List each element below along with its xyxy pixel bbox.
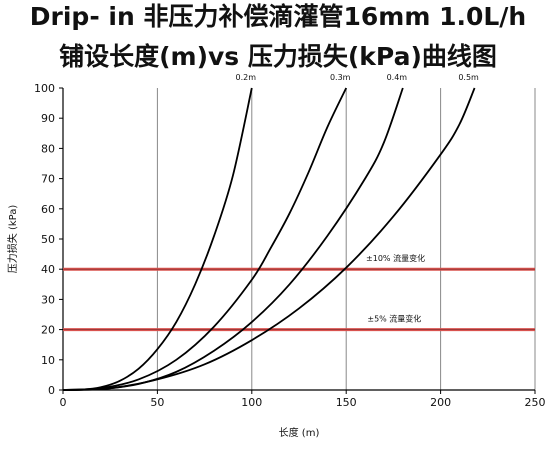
y-tick-label: 60	[41, 203, 55, 216]
y-tick-label: 0	[48, 384, 55, 397]
y-tick-label: 20	[41, 324, 55, 337]
chart-title-line1: Drip- in 非压力补偿滴灌管16mm 1.0L/h	[29, 2, 527, 31]
x-tick-label: 0	[60, 396, 67, 409]
y-tick-label: 100	[34, 82, 55, 95]
y-tick-label: 40	[41, 263, 55, 276]
series-label: 0.4m	[387, 73, 408, 82]
series-line	[62, 87, 476, 391]
series-line	[62, 87, 348, 391]
reference-label: ±10% 流量变化	[366, 253, 425, 263]
y-tick-label: 10	[41, 354, 55, 367]
x-axis-label: 长度 (m)	[279, 426, 320, 439]
x-tick-label: 100	[241, 396, 262, 409]
y-tick-label: 30	[41, 293, 55, 306]
y-tick-label: 70	[41, 173, 55, 186]
chart-title-line2: 铺设长度(m)vs 压力损失(kPa)曲线图	[59, 42, 497, 71]
reference-label: ±5% 流量变化	[367, 314, 421, 324]
series-line	[62, 87, 404, 391]
y-tick-label: 90	[41, 112, 55, 125]
series-label: 0.2m	[236, 73, 257, 82]
x-tick-label: 150	[336, 396, 357, 409]
series-label: 0.5m	[458, 73, 479, 82]
x-tick-label: 50	[150, 396, 164, 409]
series-label: 0.3m	[330, 73, 351, 82]
y-tick-label: 50	[41, 233, 55, 246]
y-axis-label: 压力损失 (kPa)	[6, 205, 19, 274]
x-tick-label: 200	[430, 396, 451, 409]
y-tick-label: 80	[41, 142, 55, 155]
x-tick-label: 250	[525, 396, 546, 409]
